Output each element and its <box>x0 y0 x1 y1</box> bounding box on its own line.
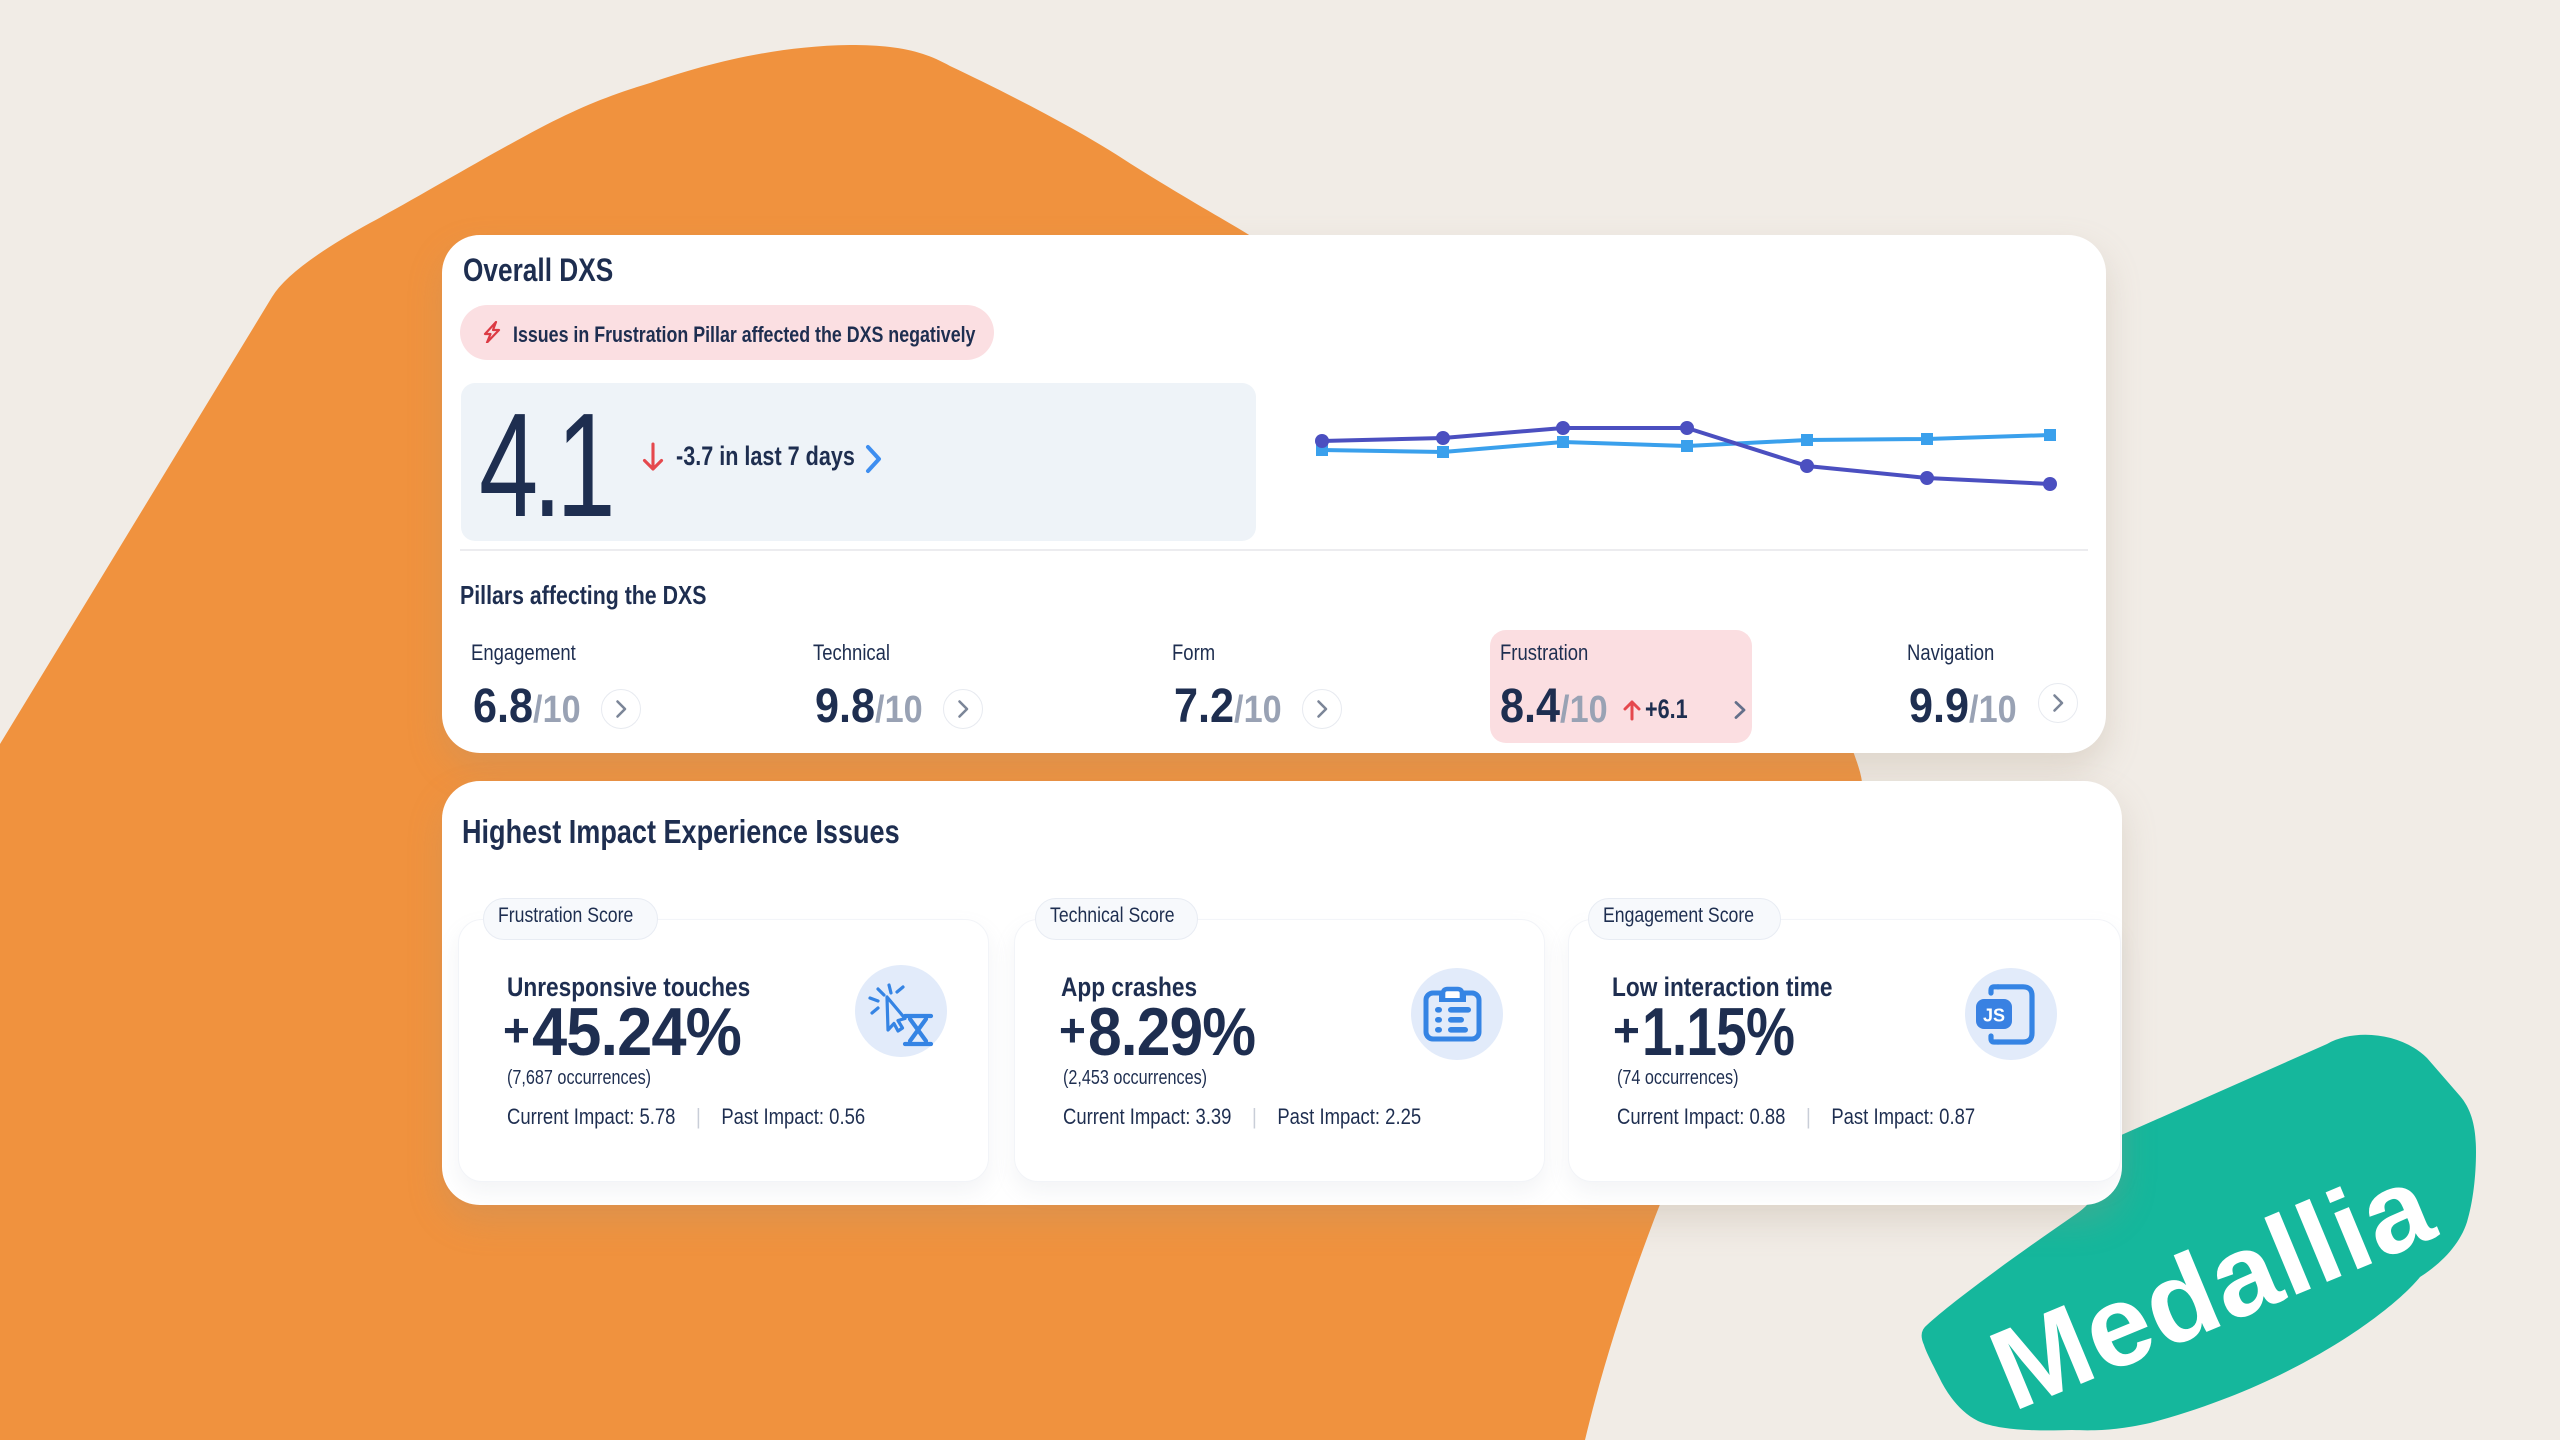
svg-text:JS: JS <box>1983 1006 2005 1026</box>
